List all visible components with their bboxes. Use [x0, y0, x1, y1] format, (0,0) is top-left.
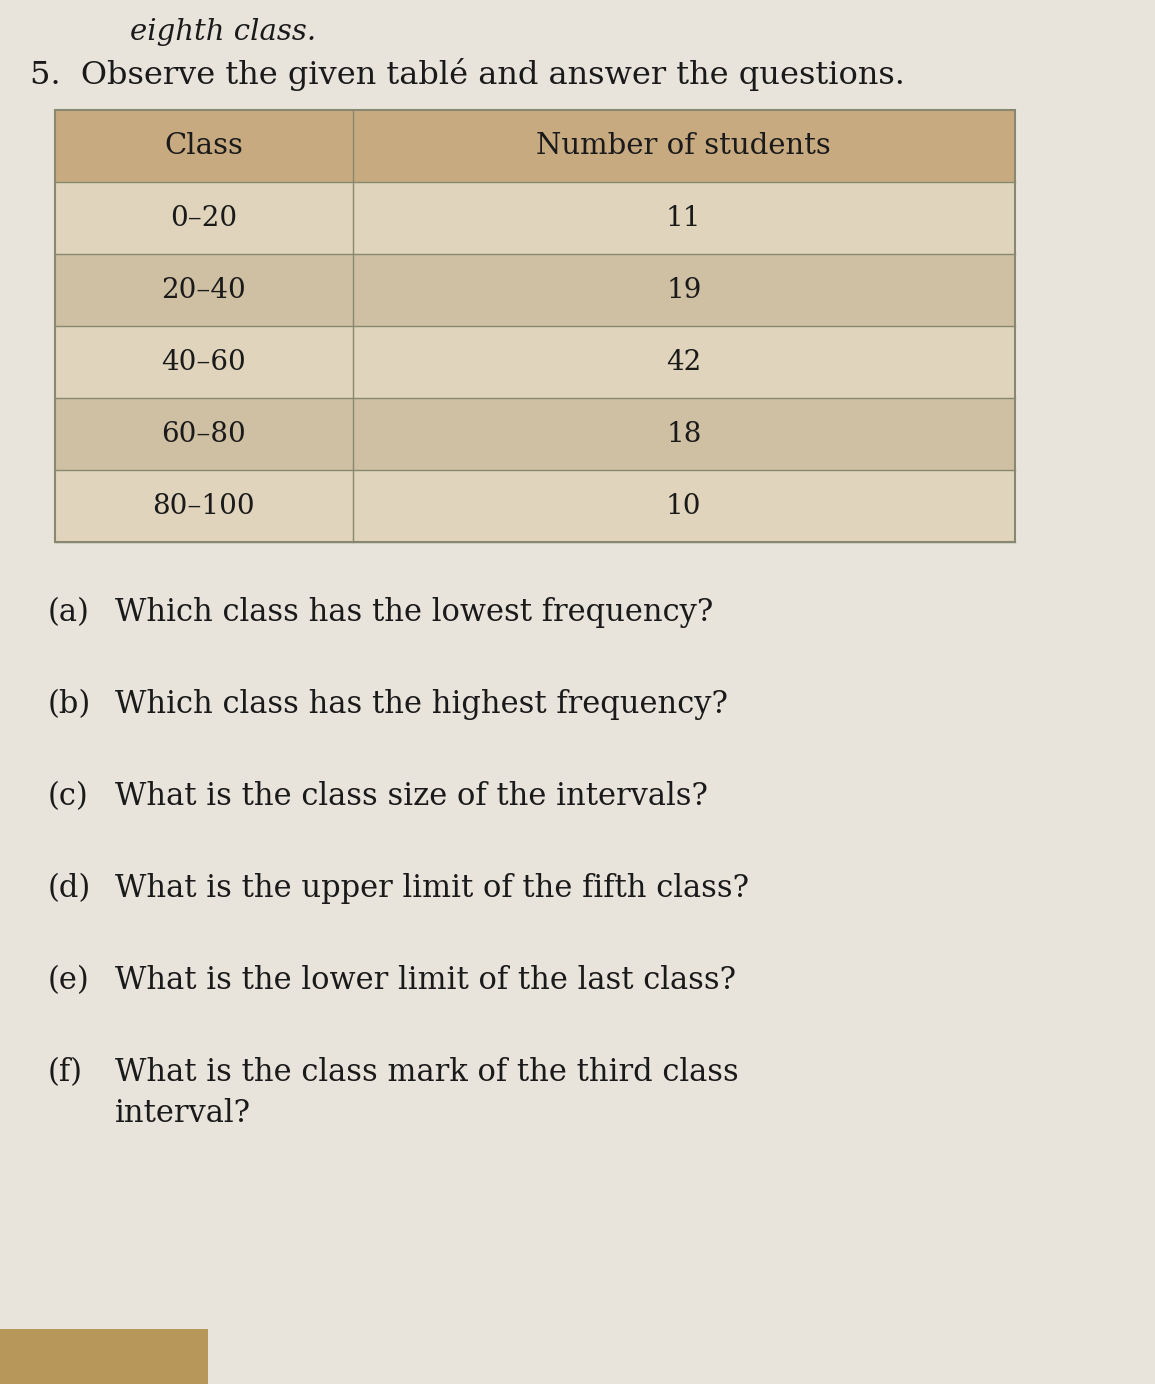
- Text: What is the lower limit of the last class?: What is the lower limit of the last clas…: [116, 965, 736, 996]
- Text: (c): (c): [49, 781, 89, 812]
- Bar: [55, 255, 1015, 327]
- Text: 20–40: 20–40: [162, 277, 246, 303]
- Text: 19: 19: [666, 277, 701, 303]
- Text: eighth class.: eighth class.: [131, 18, 316, 46]
- Text: What is the class mark of the third class
interval?: What is the class mark of the third clas…: [116, 1057, 739, 1128]
- Bar: [55, 471, 1015, 543]
- Text: (a): (a): [49, 597, 90, 628]
- Text: 5.  Observe the given tablé and answer the questions.: 5. Observe the given tablé and answer th…: [30, 58, 904, 91]
- Text: 18: 18: [666, 421, 701, 447]
- Bar: [55, 399, 1015, 471]
- Text: 11: 11: [666, 205, 701, 231]
- Text: 40–60: 40–60: [162, 349, 246, 375]
- Text: (f): (f): [49, 1057, 83, 1088]
- Text: 42: 42: [666, 349, 701, 375]
- Text: 60–80: 60–80: [162, 421, 246, 447]
- Text: 10: 10: [666, 493, 701, 519]
- Text: What is the class size of the intervals?: What is the class size of the intervals?: [116, 781, 708, 812]
- Text: Which class has the lowest frequency?: Which class has the lowest frequency?: [116, 597, 714, 628]
- Bar: [55, 183, 1015, 255]
- Bar: [55, 109, 1015, 543]
- Text: (b): (b): [49, 689, 91, 720]
- Text: Class: Class: [164, 131, 244, 161]
- Bar: [0, 1329, 208, 1384]
- Text: Which class has the highest frequency?: Which class has the highest frequency?: [116, 689, 728, 720]
- Text: (e): (e): [49, 965, 90, 996]
- Text: (d): (d): [49, 873, 91, 904]
- Text: Number of students: Number of students: [536, 131, 832, 161]
- Text: What is the upper limit of the fifth class?: What is the upper limit of the fifth cla…: [116, 873, 748, 904]
- Bar: [55, 109, 1015, 183]
- Text: 80–100: 80–100: [152, 493, 255, 519]
- Bar: [55, 327, 1015, 399]
- Text: 0–20: 0–20: [170, 205, 238, 231]
